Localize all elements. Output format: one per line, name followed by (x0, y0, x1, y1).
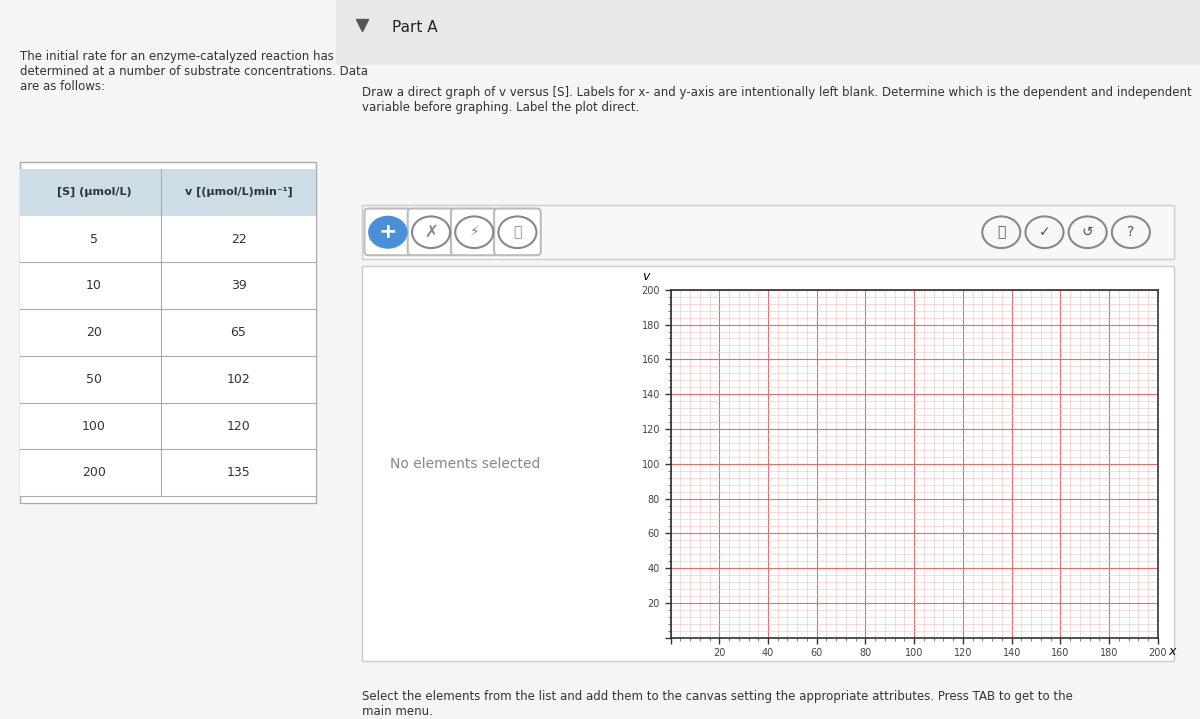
Text: ↺: ↺ (1082, 225, 1093, 239)
FancyBboxPatch shape (20, 449, 316, 496)
Text: 5: 5 (90, 232, 98, 246)
Text: 🗑: 🗑 (514, 225, 522, 239)
Text: 65: 65 (230, 326, 246, 339)
FancyBboxPatch shape (20, 262, 316, 309)
Text: ⚡: ⚡ (469, 225, 479, 239)
Text: 💡: 💡 (997, 225, 1006, 239)
Text: 200: 200 (82, 466, 106, 480)
Text: Select the elements from the list and add them to the canvas setting the appropr: Select the elements from the list and ad… (362, 690, 1073, 718)
FancyBboxPatch shape (20, 162, 316, 503)
FancyBboxPatch shape (20, 403, 316, 449)
Text: 50: 50 (86, 372, 102, 386)
Text: Draw a direct graph of v versus [S]. Labels for x- and y-axis are intentionally : Draw a direct graph of v versus [S]. Lab… (362, 86, 1192, 114)
Text: v [(μmol/L)min⁻¹]: v [(μmol/L)min⁻¹] (185, 187, 293, 198)
Text: ?: ? (1127, 225, 1134, 239)
FancyBboxPatch shape (20, 169, 316, 216)
Text: 135: 135 (227, 466, 251, 480)
Text: ✗: ✗ (424, 223, 438, 242)
Text: 10: 10 (86, 279, 102, 293)
FancyBboxPatch shape (362, 266, 1174, 661)
Text: 102: 102 (227, 372, 251, 386)
Y-axis label: v: v (642, 270, 650, 283)
Text: 120: 120 (227, 419, 251, 433)
FancyBboxPatch shape (408, 209, 455, 255)
FancyBboxPatch shape (451, 209, 498, 255)
Text: [S] (μmol/L): [S] (μmol/L) (56, 187, 131, 198)
Text: +: + (378, 222, 397, 242)
Circle shape (368, 216, 407, 248)
FancyBboxPatch shape (365, 209, 412, 255)
Text: 39: 39 (230, 279, 246, 293)
Text: The initial rate for an enzyme-catalyzed reaction has been
determined at a numbe: The initial rate for an enzyme-catalyzed… (20, 50, 368, 93)
Text: ✓: ✓ (1039, 225, 1050, 239)
Text: No elements selected: No elements selected (390, 457, 541, 471)
FancyBboxPatch shape (20, 216, 316, 262)
FancyBboxPatch shape (494, 209, 541, 255)
FancyBboxPatch shape (362, 205, 1174, 259)
X-axis label: x: x (1169, 645, 1176, 658)
Text: 22: 22 (230, 232, 246, 246)
FancyBboxPatch shape (20, 309, 316, 356)
Text: 20: 20 (86, 326, 102, 339)
FancyBboxPatch shape (336, 0, 1200, 65)
Text: 100: 100 (82, 419, 106, 433)
FancyBboxPatch shape (20, 356, 316, 403)
Text: Part A: Part A (392, 20, 438, 35)
